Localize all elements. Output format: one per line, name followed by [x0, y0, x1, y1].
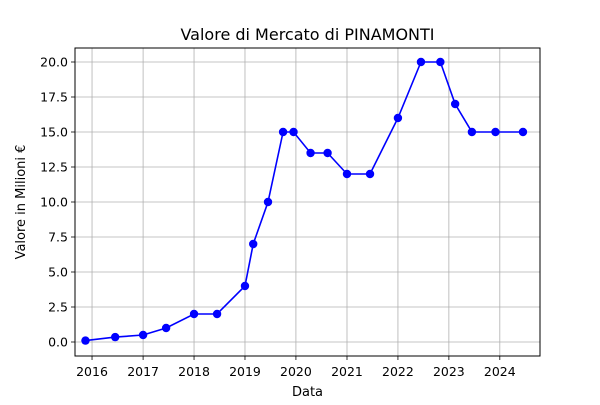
data-point — [467, 127, 477, 137]
data-point — [240, 281, 250, 291]
data-point — [110, 332, 120, 342]
data-point — [189, 309, 199, 319]
data-point — [263, 197, 273, 207]
data-point — [450, 99, 460, 109]
x-tick-label: 2020 — [280, 364, 312, 379]
x-tick-label: 2016 — [76, 364, 108, 379]
x-axis-label: Data — [292, 385, 323, 400]
x-tick-label: 2019 — [229, 364, 261, 379]
data-point — [416, 57, 426, 67]
data-point — [289, 127, 298, 137]
data-point — [518, 127, 528, 137]
x-tick-label: 2021 — [331, 364, 363, 379]
data-point — [81, 336, 90, 345]
data-point — [161, 323, 171, 333]
data-point — [212, 309, 222, 319]
data-point — [138, 330, 148, 340]
data-point — [306, 148, 315, 158]
series-line — [85, 61, 523, 342]
y-tick-label: 5.0 — [48, 265, 68, 280]
y-tick-label: 15.0 — [40, 125, 68, 140]
data-point — [342, 169, 352, 179]
x-tick-label: 2022 — [382, 364, 414, 379]
data-point — [393, 113, 403, 123]
grid-lines — [75, 48, 540, 356]
y-tick-label: 0.0 — [48, 335, 68, 350]
y-tick-label: 17.5 — [40, 90, 68, 105]
axis-ticks: 2016 2017 2018 2019 2020 2021 2022 2023 2024 0.0 2… — [40, 55, 516, 380]
data-point — [491, 127, 500, 137]
y-tick-label: 10.0 — [40, 195, 68, 210]
x-tick-label: 2023 — [433, 364, 465, 379]
data-series — [81, 57, 528, 345]
y-tick-label: 7.5 — [48, 230, 68, 245]
chart-title: Valore di Mercato di PINAMONTI — [180, 25, 434, 44]
data-point — [323, 148, 332, 158]
y-tick-label: 20.0 — [40, 55, 68, 70]
y-tick-label: 2.5 — [48, 300, 68, 315]
x-tick-label: 2017 — [127, 364, 159, 379]
x-tick-label: 2024 — [484, 364, 516, 379]
data-point — [278, 127, 288, 137]
y-tick-label: 12.5 — [40, 160, 68, 175]
data-point — [365, 169, 375, 179]
data-point — [249, 239, 258, 249]
data-point — [436, 57, 445, 67]
y-axis-label: Valore in Milioni € — [14, 145, 29, 260]
x-tick-label: 2018 — [178, 364, 210, 379]
